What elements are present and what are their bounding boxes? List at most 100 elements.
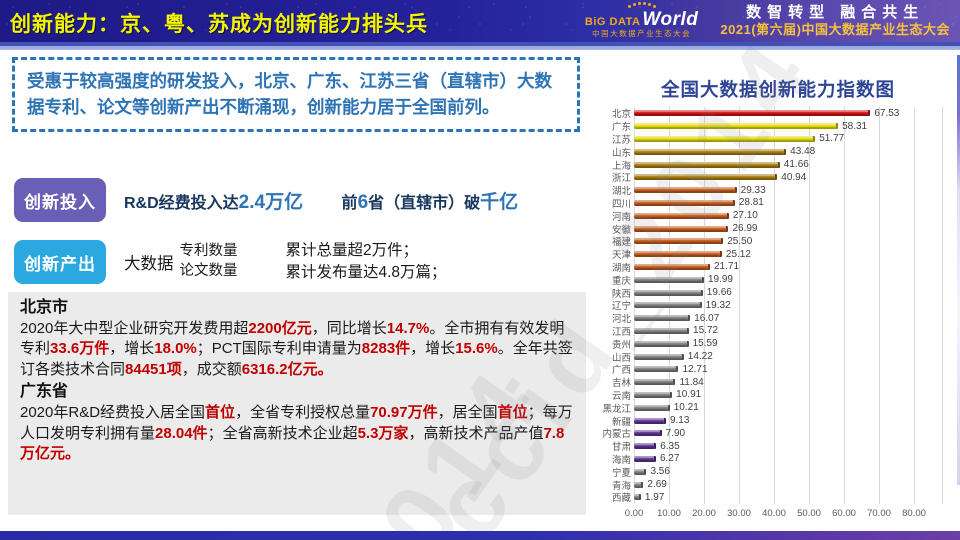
chart-category-label: 新疆 bbox=[611, 416, 631, 428]
chart-category-label: 陕西 bbox=[611, 288, 631, 300]
x-tick-label: 0.00 bbox=[624, 508, 644, 519]
chart-value-label: 19.99 bbox=[707, 274, 733, 286]
chart-bar bbox=[634, 123, 839, 130]
chart-bar bbox=[634, 468, 647, 475]
chart-category-label: 山西 bbox=[611, 352, 631, 364]
chart-row: 湖北 29.33 bbox=[598, 184, 958, 198]
chart-row: 新疆 9.13 bbox=[598, 414, 958, 428]
chart-bar bbox=[634, 251, 722, 258]
chart-bar bbox=[634, 199, 735, 206]
chart-value-label: 19.32 bbox=[705, 299, 731, 311]
chart-row: 西藏 1.97 bbox=[598, 491, 958, 505]
beijing-heading: 北京市 bbox=[20, 299, 69, 316]
chart-row: 四川 28.81 bbox=[598, 197, 958, 210]
chart-bar bbox=[634, 481, 644, 488]
chart-bar bbox=[634, 327, 690, 334]
chart-row: 广东 58.31 bbox=[598, 120, 958, 134]
chart-bar bbox=[634, 443, 657, 450]
chart-bar bbox=[634, 238, 724, 245]
chart-bar bbox=[634, 366, 679, 373]
innovation-investment-badge: 创新投入 bbox=[14, 178, 106, 222]
chart-title: 全国大数据创新能力指数图 bbox=[660, 79, 895, 100]
chart-value-label: 9.13 bbox=[669, 415, 690, 427]
chart-row: 天津 25.12 bbox=[598, 248, 958, 262]
chart-row: 青海 2.69 bbox=[598, 478, 958, 492]
chart-category-label: 浙江 bbox=[611, 173, 631, 185]
chart-row: 山西 14.22 bbox=[598, 350, 958, 364]
chart-category-label: 河北 bbox=[611, 314, 631, 326]
bigdata-label: 大数据 bbox=[124, 255, 174, 273]
header-bar: BiG DATA World 中国大数据产业生态大会 数智转型 融合共生 202… bbox=[0, 0, 960, 42]
chart-category-label: 河南 bbox=[611, 211, 631, 223]
chart-row: 安徽 26.99 bbox=[598, 222, 958, 236]
page-title: 创新能力：京、粤、苏成为创新能力排头兵 bbox=[10, 13, 428, 36]
chart-category-label: 天津 bbox=[611, 250, 631, 262]
chart-category-label: 江苏 bbox=[611, 135, 631, 146]
chart-row: 湖南 21.71 bbox=[598, 261, 958, 274]
chart-bar bbox=[634, 225, 729, 232]
chart-value-label: 27.10 bbox=[732, 210, 758, 222]
region-detail-box: 北京市 2020年大中型企业研究开发费用超2200亿元，同比增长14.7%。全市… bbox=[8, 292, 586, 515]
logo-subtitle: 中国大数据产业生态大会 bbox=[592, 28, 692, 38]
chart-row: 吉林 11.84 bbox=[598, 376, 958, 390]
confetti-speckles-decoration bbox=[0, 0, 960, 42]
patent-count-label: 专利数量 bbox=[179, 243, 238, 260]
logo-dots-icon bbox=[627, 1, 656, 8]
big-data-world-logo: BiG DATA World 中国大数据产业生态大会 bbox=[584, 1, 699, 38]
x-tick-label: 10.00 bbox=[657, 508, 681, 519]
innovation-index-chart: 全国大数据创新能力指数图 北京 67.53 广东 58.31 江苏 51.77 山东 43.4… bbox=[598, 76, 958, 522]
chart-category-label: 吉林 bbox=[611, 378, 631, 390]
chart-value-label: 28.81 bbox=[738, 197, 764, 209]
chart-value-label: 29.33 bbox=[740, 184, 766, 196]
paper-total-text: 累计发布量达4.8万篇； bbox=[285, 264, 447, 281]
conference-name: 2021(第六届)中国大数据产业生态大会 bbox=[720, 22, 950, 38]
chart-bar bbox=[634, 263, 710, 270]
chart-category-label: 湖南 bbox=[611, 262, 631, 274]
chart-row: 江西 15.72 bbox=[598, 325, 958, 338]
chart-category-label: 广西 bbox=[611, 365, 631, 377]
innovation-output-row: 创新产出 大数据 专利数量 论文数量 累计总量超2万件； 累计发布量达4.8万篇… bbox=[14, 240, 586, 284]
chart-value-label: 40.94 bbox=[781, 171, 807, 183]
chart-value-label: 6.35 bbox=[660, 440, 680, 452]
chart-bar bbox=[634, 455, 656, 462]
chart-category-label: 江西 bbox=[611, 326, 631, 338]
chart-category-label: 云南 bbox=[611, 390, 631, 402]
chart-bar bbox=[634, 187, 737, 194]
chart-bar bbox=[634, 404, 670, 411]
chart-category-label: 西藏 bbox=[611, 493, 631, 505]
chart-bar bbox=[634, 417, 666, 424]
chart-category-label: 湖北 bbox=[611, 186, 631, 198]
chart-value-label: 26.99 bbox=[732, 223, 758, 235]
chart-value-label: 16.07 bbox=[694, 312, 720, 324]
chart-value-label: 7.90 bbox=[665, 427, 686, 439]
x-tick-label: 50.00 bbox=[797, 508, 821, 519]
chart-row: 宁夏 3.56 bbox=[598, 465, 958, 479]
chart-category-label: 四川 bbox=[611, 198, 631, 210]
chart-row: 河南 27.10 bbox=[598, 209, 958, 223]
guangdong-heading: 广东省 bbox=[20, 383, 69, 401]
chart-category-label: 海南 bbox=[611, 454, 631, 466]
chart-value-label: 14.22 bbox=[687, 351, 713, 363]
x-tick-label: 80.00 bbox=[902, 508, 926, 519]
chart-value-label: 12.71 bbox=[682, 363, 708, 375]
logo-bigdata-text: BiG DATA bbox=[584, 15, 641, 28]
gridline bbox=[739, 107, 740, 504]
chart-category-label: 黑龙江 bbox=[602, 403, 631, 415]
paper-count-label: 论文数量 bbox=[179, 263, 238, 279]
x-tick-label: 30.00 bbox=[727, 508, 751, 519]
chart-value-label: 25.12 bbox=[725, 248, 751, 260]
gridline bbox=[942, 107, 943, 504]
chart-row: 河北 16.07 bbox=[598, 312, 958, 326]
chart-row: 内蒙古 7.90 bbox=[598, 427, 958, 441]
chart-value-label: 1.97 bbox=[644, 491, 665, 503]
chart-value-label: 67.53 bbox=[874, 107, 900, 119]
gridline bbox=[704, 107, 705, 504]
chart-value-label: 11.84 bbox=[679, 376, 704, 388]
chart-x-axis: 0.00 10.00 20.00 30.00 40.00 50.00 60.00 70.00 8… bbox=[598, 508, 958, 522]
chart-category-label: 青海 bbox=[611, 480, 631, 492]
chart-value-label: 51.77 bbox=[819, 133, 845, 145]
chart-category-label: 山东 bbox=[611, 147, 631, 159]
summary-text: 受惠于较高强度的研发投入，北京、广东、江苏三省（直辖市）大数据专利、论文等创新产… bbox=[27, 71, 552, 118]
chart-category-label: 宁夏 bbox=[611, 467, 631, 479]
